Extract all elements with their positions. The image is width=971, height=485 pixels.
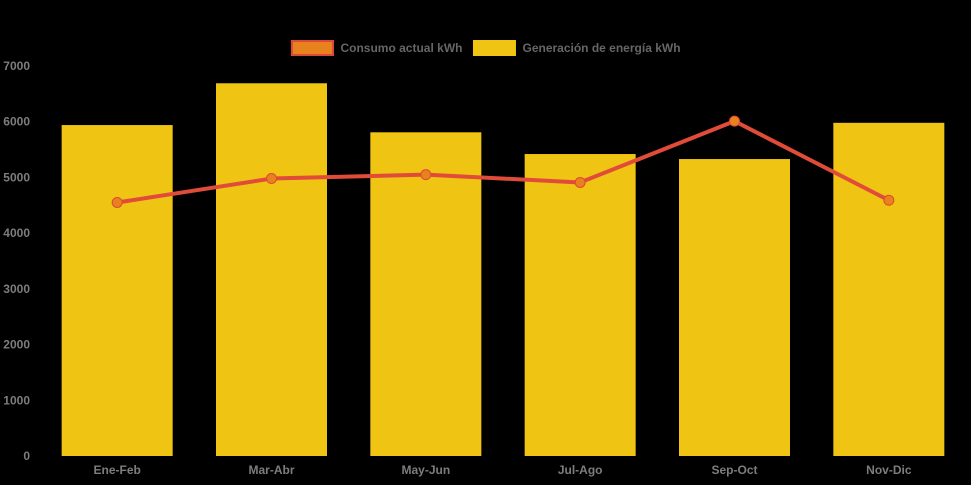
x-axis-label-may-jun: May-Jun — [401, 463, 450, 477]
bar-ene-feb[interactable] — [61, 125, 173, 457]
y-axis-tick-5000: 5000 — [3, 170, 30, 184]
legend: Consumo actual kWh Generación de energía… — [290, 40, 681, 56]
legend-item-consumo-actual[interactable]: Consumo actual kWh — [290, 40, 462, 56]
bar-sep-oct[interactable] — [679, 159, 790, 457]
legend-item-generacion-energia[interactable]: Generación de energía kWh — [472, 40, 681, 56]
x-axis-label-nov-dic: Nov-Dic — [866, 463, 912, 477]
line-point-ene-feb[interactable] — [111, 197, 123, 208]
bar-jul-ago[interactable] — [524, 154, 636, 456]
legend-label-generacion-energia: Generación de energía kWh — [522, 41, 681, 55]
y-axis-tick-7000: 7000 — [3, 59, 30, 73]
y-axis-tick-6000: 6000 — [3, 115, 30, 129]
consumo-actual-swatch — [290, 40, 334, 56]
line-point-jul-ago[interactable] — [574, 176, 586, 188]
x-axis-label-jul-ago: Jul-Ago — [558, 463, 603, 477]
line-point-nov-dic[interactable] — [883, 194, 895, 206]
y-axis-tick-0: 0 — [23, 449, 30, 463]
x-axis-label-mar-abr: Mar-Abr — [248, 463, 294, 477]
y-axis-tick-4000: 4000 — [3, 226, 30, 240]
x-axis-label-ene-feb: Ene-Feb — [93, 463, 140, 477]
y-axis-tick-2000: 2000 — [3, 338, 30, 352]
y-axis-tick-3000: 3000 — [3, 282, 30, 296]
legend-label-consumo-actual: Consumo actual kWh — [340, 41, 463, 55]
bar-may-jun[interactable] — [370, 132, 482, 457]
x-axis-label-sep-oct: Sep-Oct — [711, 463, 757, 477]
generacion-energia-swatch — [472, 40, 516, 56]
y-axis-tick-1000: 1000 — [3, 393, 30, 407]
line-point-may-jun[interactable] — [420, 169, 432, 181]
bar-nov-dic[interactable] — [833, 122, 945, 456]
bar-mar-abr[interactable] — [216, 83, 327, 457]
line-point-sep-oct[interactable] — [729, 115, 740, 127]
line-point-mar-abr[interactable] — [266, 173, 277, 185]
consumo-actual-line[interactable] — [115, 119, 891, 205]
